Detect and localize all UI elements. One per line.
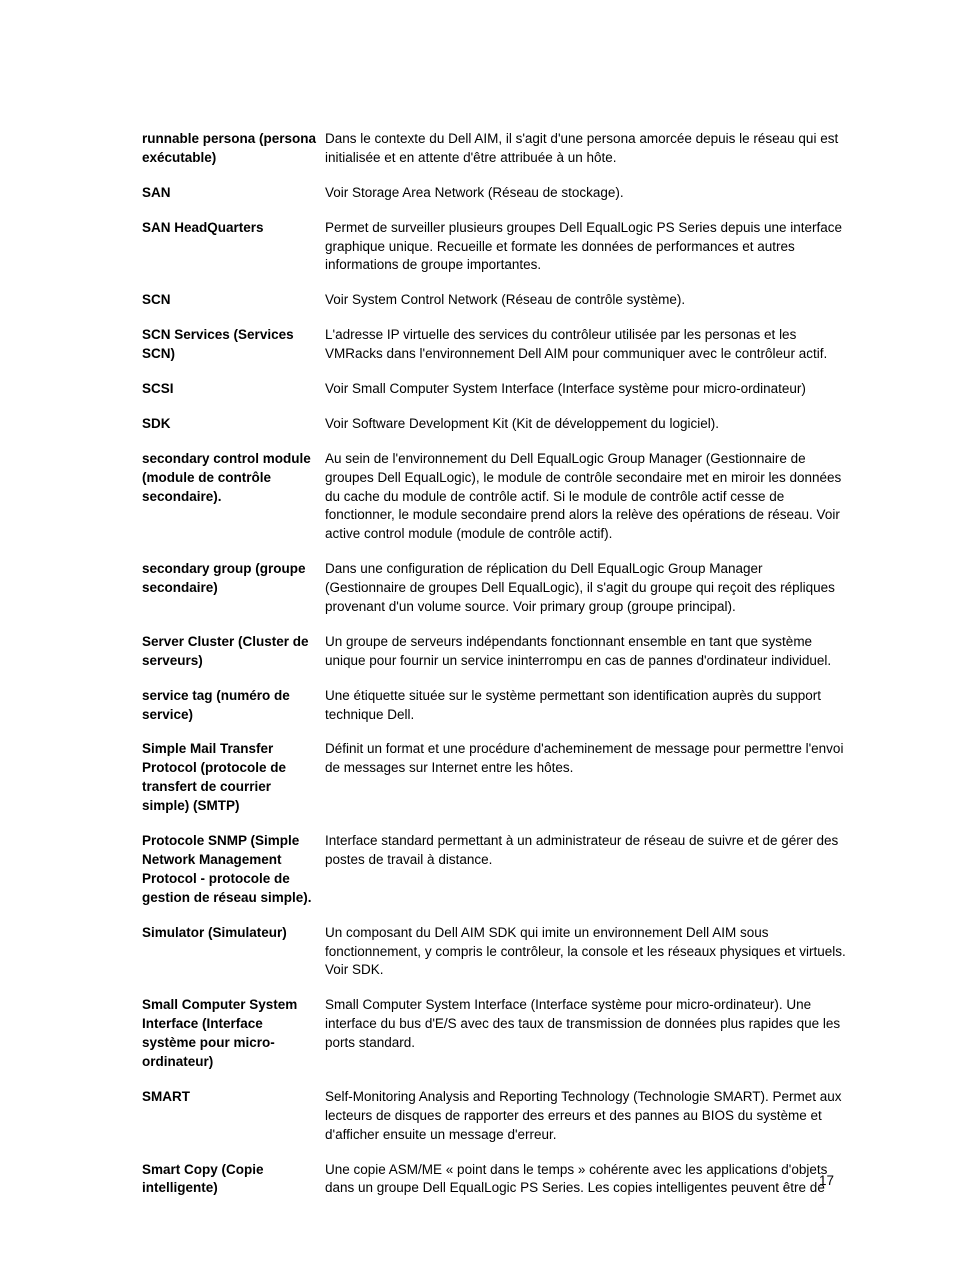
term-cell: runnable persona (persona exécutable) [142,130,325,168]
term-cell: Protocole SNMP (Simple Network Managemen… [142,832,325,908]
term-text: SMART [142,1088,317,1107]
definition-text: Dans une configuration de réplication du… [325,560,846,617]
term-text: SAN [142,184,317,203]
definition-text: L'adresse IP virtuelle des services du c… [325,326,846,364]
term-cell: SAN [142,184,325,203]
glossary-row: Simulator (Simulateur) Un composant du De… [142,924,846,981]
definition-text: Voir Software Development Kit (Kit de dé… [325,415,846,434]
definition-cell: Voir Small Computer System Interface (In… [325,380,846,399]
term-cell: service tag (numéro de service) [142,687,325,725]
term-cell: SDK [142,415,325,434]
glossary-row: secondary control module (module de cont… [142,450,846,544]
term-cell: SCSI [142,380,325,399]
term-cell: Simulator (Simulateur) [142,924,325,943]
term-text: SCN [142,291,317,310]
glossary-row: Small Computer System Interface (Interfa… [142,996,846,1072]
glossary-table: runnable persona (persona exécutable)Dan… [142,130,846,1198]
term-text: SCSI [142,380,317,399]
definition-text: Définit un format et une procédure d'ach… [325,740,846,778]
glossary-row: SCSI Voir Small Computer System Interface… [142,380,846,399]
definition-text: Un groupe de serveurs indépendants fonct… [325,633,846,671]
definition-text: Une étiquette située sur le système perm… [325,687,846,725]
term-text: Protocole SNMP (Simple Network Managemen… [142,832,317,908]
definition-text: Small Computer System Interface (Interfa… [325,996,846,1053]
definition-cell: Dans le contexte du Dell AIM, il s'agit … [325,130,846,168]
term-cell: Simple Mail Transfer Protocol (protocole… [142,740,325,816]
glossary-row: SCN Services (Services SCN)L'adresse IP … [142,326,846,364]
term-cell: Smart Copy (Copie intelligente) [142,1161,325,1199]
definition-cell: Voir System Control Network (Réseau de c… [325,291,846,310]
term-text: secondary control module (module de cont… [142,450,317,507]
term-text: Small Computer System Interface (Interfa… [142,996,317,1072]
term-text: SAN HeadQuarters [142,219,317,238]
term-text: SCN Services (Services SCN) [142,326,317,364]
definition-cell: Une étiquette située sur le système perm… [325,687,846,725]
definition-cell: Une copie ASM/ME « point dans le temps »… [325,1161,846,1199]
definition-text: Voir Small Computer System Interface (In… [325,380,846,399]
term-cell: SAN HeadQuarters [142,219,325,238]
term-cell: secondary group (groupe secondaire) [142,560,325,598]
definition-text: Une copie ASM/ME « point dans le temps »… [325,1161,846,1199]
definition-text: Un composant du Dell AIM SDK qui imite u… [325,924,846,981]
glossary-row: SCN Voir System Control Network (Réseau d… [142,291,846,310]
term-text: Simple Mail Transfer Protocol (protocole… [142,740,317,816]
definition-cell: Définit un format et une procédure d'ach… [325,740,846,778]
term-text: runnable persona (persona exécutable) [142,130,317,168]
term-text: Smart Copy (Copie intelligente) [142,1161,317,1199]
glossary-row: Simple Mail Transfer Protocol (protocole… [142,740,846,816]
definition-cell: Dans une configuration de réplication du… [325,560,846,617]
term-text: SDK [142,415,317,434]
definition-text: Interface standard permettant à un admin… [325,832,846,870]
definition-text: Voir System Control Network (Réseau de c… [325,291,846,310]
glossary-row: SAN HeadQuarters Permet de surveiller plu… [142,219,846,276]
glossary-row: SAN Voir Storage Area Network (Réseau de … [142,184,846,203]
term-cell: SCN [142,291,325,310]
definition-text: Au sein de l'environnement du Dell Equal… [325,450,846,544]
definition-cell: Au sein de l'environnement du Dell Equal… [325,450,846,544]
glossary-row: service tag (numéro de service)Une étiqu… [142,687,846,725]
definition-cell: Voir Storage Area Network (Réseau de sto… [325,184,846,203]
definition-cell: Un groupe de serveurs indépendants fonct… [325,633,846,671]
term-cell: secondary control module (module de cont… [142,450,325,507]
glossary-row: Server Cluster (Cluster de serveurs)Un g… [142,633,846,671]
glossary-row: secondary group (groupe secondaire)Dans … [142,560,846,617]
page-number: 17 [819,1173,834,1188]
term-cell: SMART [142,1088,325,1107]
glossary-row: Protocole SNMP (Simple Network Managemen… [142,832,846,908]
definition-text: Self-Monitoring Analysis and Reporting T… [325,1088,846,1145]
page-container: runnable persona (persona exécutable)Dan… [0,0,954,1274]
term-text: Simulator (Simulateur) [142,924,317,943]
term-cell: Small Computer System Interface (Interfa… [142,996,325,1072]
term-cell: SCN Services (Services SCN) [142,326,325,364]
glossary-row: SMART Self-Monitoring Analysis and Report… [142,1088,846,1145]
definition-cell: Self-Monitoring Analysis and Reporting T… [325,1088,846,1145]
definition-cell: Permet de surveiller plusieurs groupes D… [325,219,846,276]
definition-text: Permet de surveiller plusieurs groupes D… [325,219,846,276]
definition-cell: Small Computer System Interface (Interfa… [325,996,846,1053]
definition-text: Voir Storage Area Network (Réseau de sto… [325,184,846,203]
term-cell: Server Cluster (Cluster de serveurs) [142,633,325,671]
term-text: secondary group (groupe secondaire) [142,560,317,598]
definition-text: Dans le contexte du Dell AIM, il s'agit … [325,130,846,168]
term-text: Server Cluster (Cluster de serveurs) [142,633,317,671]
glossary-row: Smart Copy (Copie intelligente)Une copie… [142,1161,846,1199]
definition-cell: L'adresse IP virtuelle des services du c… [325,326,846,364]
term-text: service tag (numéro de service) [142,687,317,725]
definition-cell: Un composant du Dell AIM SDK qui imite u… [325,924,846,981]
glossary-row: runnable persona (persona exécutable)Dan… [142,130,846,168]
definition-cell: Voir Software Development Kit (Kit de dé… [325,415,846,434]
glossary-row: SDK Voir Software Development Kit (Kit de… [142,415,846,434]
definition-cell: Interface standard permettant à un admin… [325,832,846,870]
